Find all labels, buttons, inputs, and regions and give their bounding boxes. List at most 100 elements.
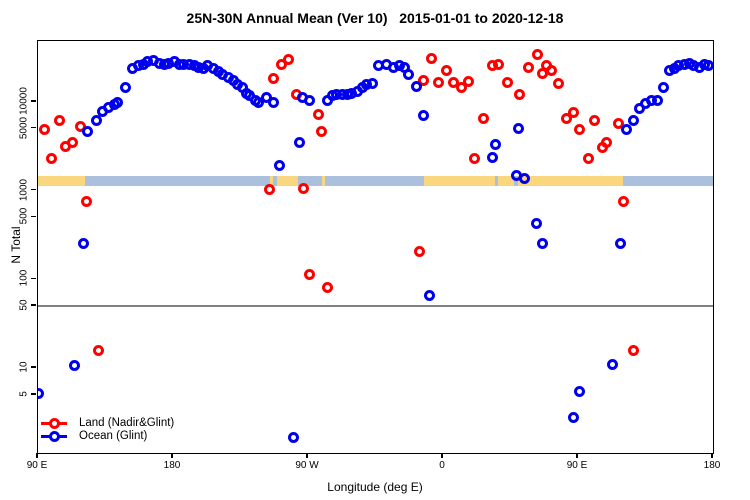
y-tick xyxy=(31,100,36,102)
data-point xyxy=(304,268,316,280)
data-point xyxy=(38,387,44,399)
x-axis-label: Longitude (deg E) xyxy=(327,480,423,494)
data-point xyxy=(657,82,669,94)
data-point xyxy=(267,73,279,85)
x-tick xyxy=(441,453,443,458)
y-tick-label: 50 xyxy=(18,299,30,311)
data-point xyxy=(487,152,499,164)
x-tick-label: 180 xyxy=(703,460,721,471)
data-point xyxy=(298,183,310,195)
data-point xyxy=(545,65,557,77)
data-point xyxy=(478,112,490,124)
data-point xyxy=(293,137,305,149)
data-point xyxy=(651,94,663,106)
data-point xyxy=(589,115,601,127)
data-point xyxy=(268,96,280,108)
chart-title-gap xyxy=(388,10,400,26)
surface-band-segment-land xyxy=(277,176,299,186)
data-point xyxy=(614,237,626,249)
data-point xyxy=(403,69,415,81)
surface-band-segment-land xyxy=(423,176,495,186)
data-point xyxy=(313,109,325,121)
data-point xyxy=(321,282,333,294)
surface-band-segment-ocean xyxy=(298,176,323,186)
data-point xyxy=(512,122,524,134)
data-point xyxy=(283,54,295,66)
data-point xyxy=(574,123,586,135)
data-point xyxy=(273,160,285,172)
data-point xyxy=(46,153,58,165)
data-point xyxy=(455,82,467,94)
data-point xyxy=(530,218,542,230)
data-point xyxy=(287,431,299,443)
data-point xyxy=(612,118,624,130)
data-point xyxy=(68,359,80,371)
data-point xyxy=(536,237,548,249)
surface-band-segment-ocean xyxy=(84,176,270,186)
x-tick-label: 90 E xyxy=(26,460,48,471)
surface-band-segment-land xyxy=(38,176,85,186)
data-point xyxy=(82,125,94,137)
y-tick-label: 10 xyxy=(18,361,30,373)
surface-band-segment-ocean xyxy=(513,176,518,186)
y-tick-label: 5 xyxy=(18,391,30,397)
y-tick xyxy=(31,126,36,129)
reference-line-50 xyxy=(38,305,713,307)
data-point xyxy=(77,237,89,249)
data-point xyxy=(418,74,430,86)
data-point xyxy=(567,107,579,119)
data-point xyxy=(514,88,526,100)
data-point xyxy=(703,59,713,71)
plot-area: Land (Nadir&Glint) Ocean (Glint) xyxy=(37,40,714,454)
surface-band-segment-ocean xyxy=(272,176,278,186)
data-point xyxy=(492,58,504,70)
x-tick xyxy=(171,453,173,458)
surface-band-segment-ocean xyxy=(325,176,424,186)
chart-title-main: 25N-30N Annual Mean (Ver 10) xyxy=(186,10,388,26)
data-point xyxy=(119,82,131,94)
data-point xyxy=(304,94,316,106)
data-point xyxy=(423,290,435,302)
data-point xyxy=(90,115,102,127)
data-point xyxy=(582,153,594,165)
y-tick xyxy=(31,188,36,191)
data-point xyxy=(628,345,640,357)
x-tick-label: 0 xyxy=(439,460,445,471)
data-point xyxy=(606,358,618,370)
data-point xyxy=(263,184,275,196)
chart-title: 25N-30N Annual Mean (Ver 10) 2015-01-01 … xyxy=(0,10,750,26)
data-point xyxy=(560,112,572,124)
data-point xyxy=(617,196,629,208)
data-point xyxy=(462,75,474,87)
y-tick-label: 500 xyxy=(18,208,30,225)
data-point xyxy=(468,153,480,165)
data-point xyxy=(552,78,564,90)
data-point xyxy=(92,345,104,357)
data-point xyxy=(410,81,422,93)
x-tick xyxy=(36,453,38,458)
data-point xyxy=(448,76,460,88)
surface-band-segment-land xyxy=(518,176,623,186)
data-point xyxy=(522,61,534,73)
x-tick-label: 90 E xyxy=(566,460,588,471)
y-tick-label: 10000 xyxy=(18,87,30,115)
y-tick-label: 5000 xyxy=(18,116,30,139)
data-point xyxy=(112,96,124,108)
data-point xyxy=(38,123,50,135)
data-point xyxy=(573,386,585,398)
surface-band-segment-ocean xyxy=(623,176,713,186)
legend-label: Land (Nadir&Glint) xyxy=(79,417,175,429)
data-point xyxy=(66,136,78,148)
data-point xyxy=(413,246,425,258)
x-tick-label: 180 xyxy=(163,460,181,471)
data-point xyxy=(432,77,444,89)
y-tick xyxy=(31,366,36,368)
x-tick xyxy=(711,453,713,458)
y-tick-label: 1000 xyxy=(18,178,30,201)
x-tick-label: 90 W xyxy=(295,460,319,471)
surface-band-segment-ocean xyxy=(494,176,498,186)
data-point xyxy=(425,52,437,64)
surface-band-segment-land xyxy=(269,176,273,186)
data-point xyxy=(601,136,613,148)
y-tick xyxy=(31,393,36,395)
